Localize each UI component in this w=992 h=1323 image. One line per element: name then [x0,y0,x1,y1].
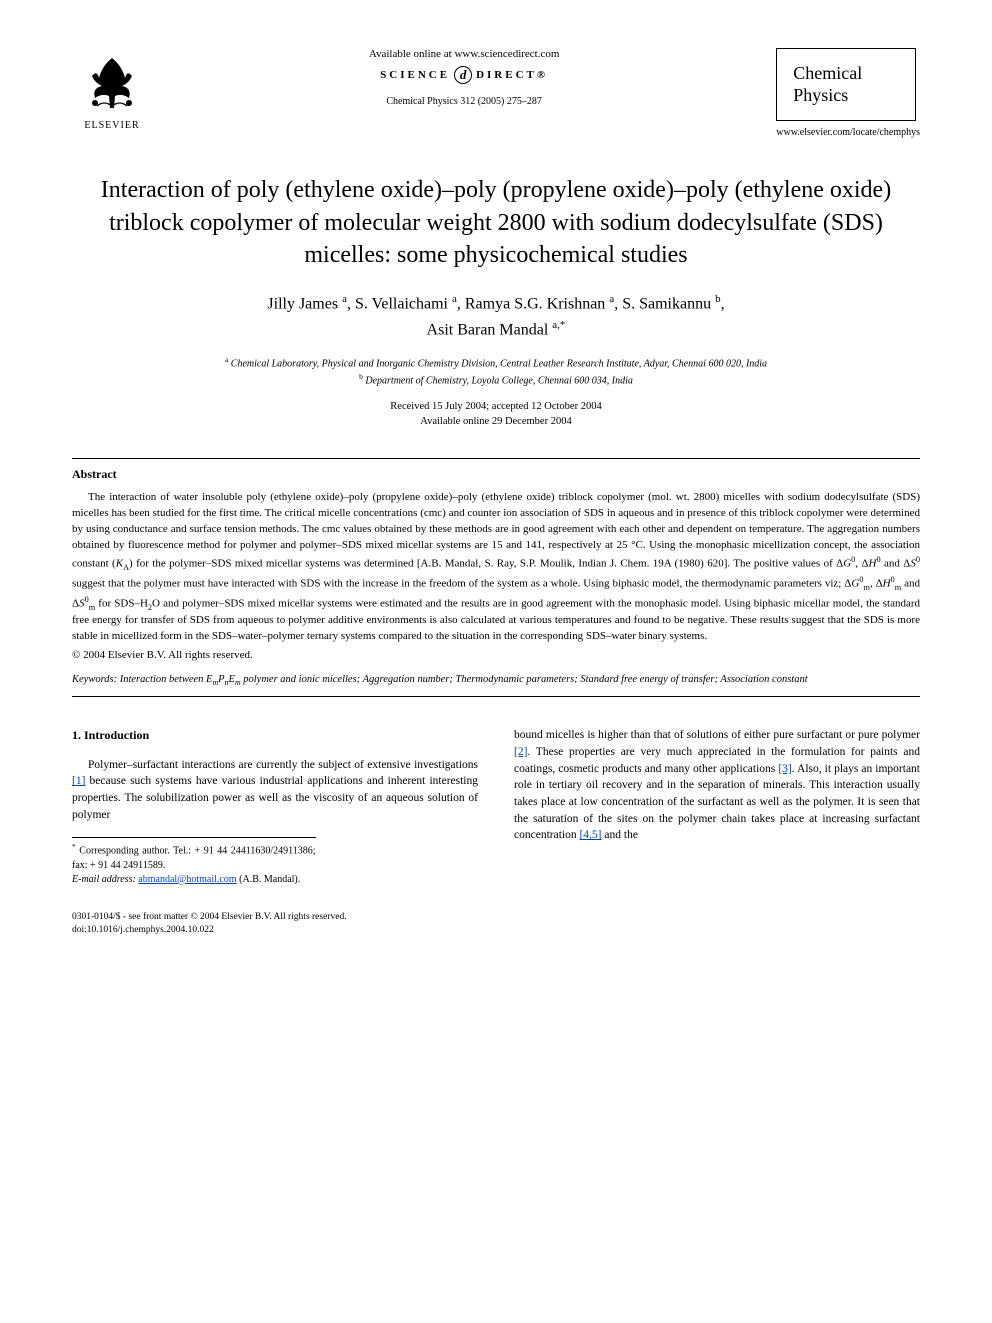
keywords: Keywords: Interaction between EmPnEm pol… [72,673,920,688]
header-row: ELSEVIER Available online at www.science… [72,48,920,138]
left-column: 1. Introduction Polymer–surfactant inter… [72,727,478,886]
intro-para-left: Polymer–surfactant interactions are curr… [72,757,478,824]
science-direct-logo: SCIENCE d DIRECT® [380,66,548,84]
affiliations: a Chemical Laboratory, Physical and Inor… [72,354,920,389]
science-direct-d-icon: d [454,66,472,84]
intro-para-right: bound micelles is higher than that of so… [514,727,920,844]
email-line: E-mail address: abmandal@hotmail.com (A.… [72,873,316,887]
right-column: bound micelles is higher than that of so… [514,727,920,886]
citation-text: Chemical Physics 312 (2005) 275–287 [386,96,542,107]
science-direct-right: DIRECT® [476,69,548,81]
elsevier-logo: ELSEVIER [72,48,152,138]
authors-line: Jilly James a, S. Vellaichami a, Ramya S… [72,291,920,342]
available-online-text: Available online at www.sciencedirect.co… [369,48,560,60]
journal-url: www.elsevier.com/locate/chemphys [776,127,920,138]
email-link[interactable]: abmandal@hotmail.com [138,874,236,885]
footer: 0301-0104/$ - see front matter © 2004 El… [72,911,920,938]
section-1-heading: 1. Introduction [72,727,478,744]
ref-link-2[interactable]: [2] [514,746,527,758]
abstract-copyright: © 2004 Elsevier B.V. All rights reserved… [72,649,920,661]
elsevier-text: ELSEVIER [84,120,139,131]
center-header: Available online at www.sciencedirect.co… [152,48,776,107]
article-title: Interaction of poly (ethylene oxide)–pol… [72,174,920,271]
article-dates: Received 15 July 2004; accepted 12 Octob… [72,399,920,431]
ref-link-3[interactable]: [3] [778,763,791,775]
email-suffix: (A.B. Mandal). [239,874,300,885]
rule-bottom [72,696,920,697]
footnotes-block: * Corresponding author. Tel.: + 91 44 24… [72,837,316,886]
two-column-body: 1. Introduction Polymer–surfactant inter… [72,727,920,886]
ref-link-1[interactable]: [1] [72,775,85,787]
journal-name-line2: Physics [793,85,899,107]
elsevier-tree-icon [77,48,147,118]
abstract-heading: Abstract [72,467,920,482]
ref-link-4-5[interactable]: [4,5] [579,829,601,841]
journal-name-line1: Chemical [793,63,899,85]
footer-line2: doi:10.1016/j.chemphys.2004.10.022 [72,924,920,937]
footer-line1: 0301-0104/$ - see front matter © 2004 El… [72,911,920,924]
abstract-body: The interaction of water insoluble poly … [72,490,920,645]
journal-box-wrapper: Chemical Physics www.elsevier.com/locate… [776,48,920,138]
journal-box: Chemical Physics [776,48,916,121]
science-direct-left: SCIENCE [380,69,450,81]
email-label: E-mail address: [72,874,136,885]
corresponding-author: * Corresponding author. Tel.: + 91 44 24… [72,842,316,872]
rule-top [72,458,920,459]
